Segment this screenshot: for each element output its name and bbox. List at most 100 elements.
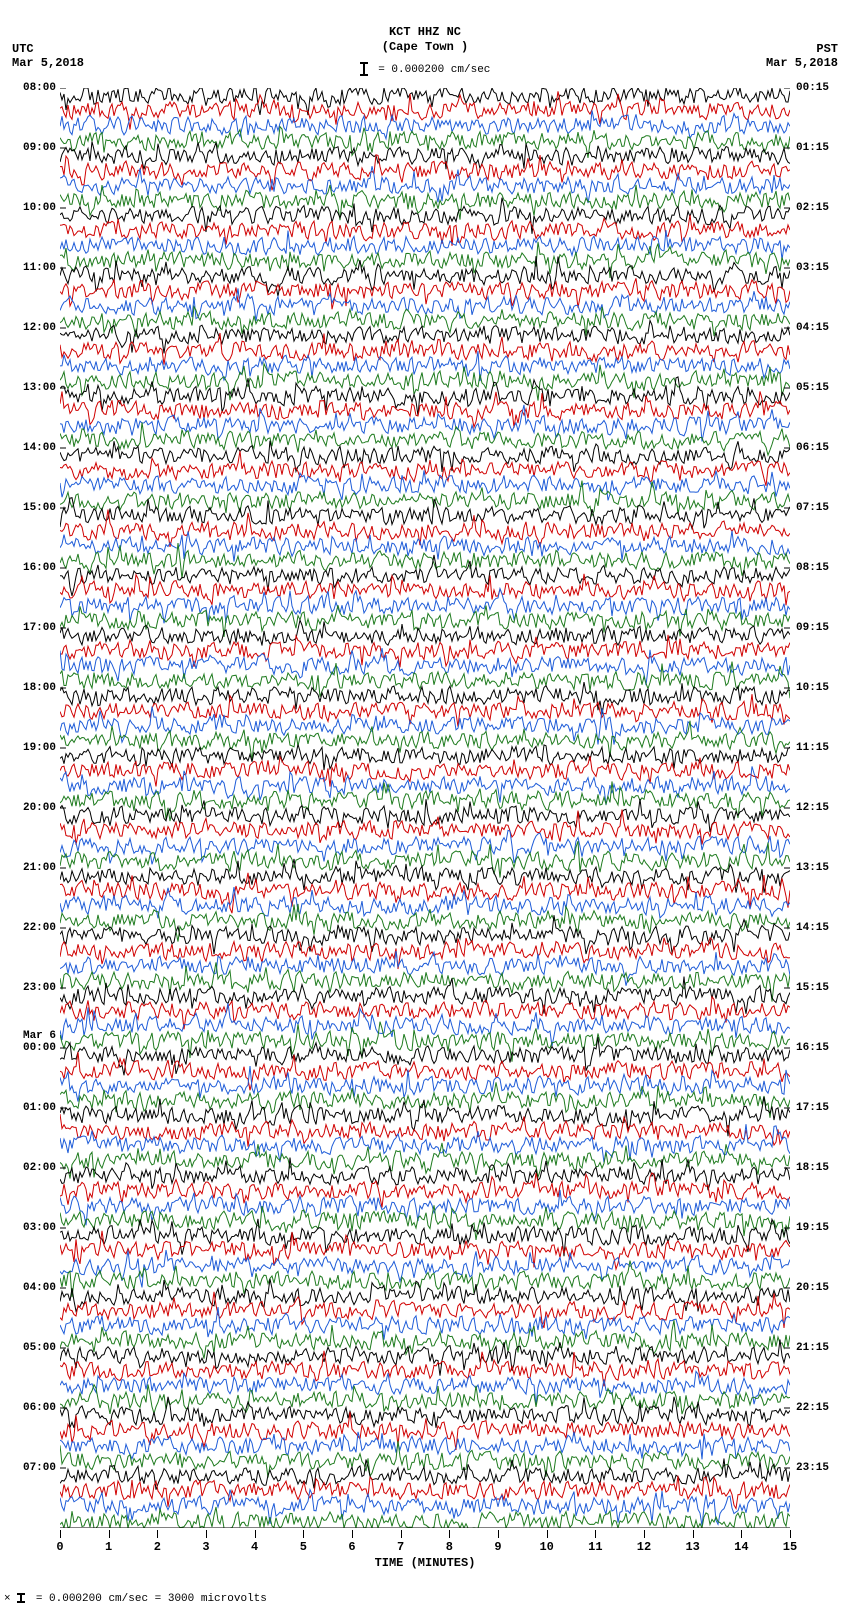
scale-bar-icon	[360, 62, 368, 76]
utc-hour-label: 14:00	[23, 442, 56, 454]
utc-hour-label: 05:00	[23, 1342, 56, 1354]
trace-line	[60, 682, 790, 715]
trace-line	[60, 977, 790, 1014]
x-tick	[60, 1530, 61, 1538]
tz-right-label: PST	[816, 42, 838, 56]
utc-hour-label: 04:00	[23, 1282, 56, 1294]
x-tick	[498, 1530, 499, 1538]
seismogram-svg	[60, 88, 790, 1528]
x-tick-label: 4	[251, 1540, 258, 1554]
seismogram-plot	[60, 88, 790, 1528]
pst-hour-label: 11:15	[796, 742, 829, 754]
trace-line	[60, 405, 790, 442]
trace-line	[60, 766, 790, 805]
trace-line	[60, 997, 790, 1030]
x-tick	[109, 1530, 110, 1538]
x-tick-label: 5	[300, 1540, 307, 1554]
footer-scale-note: × = 0.000200 cm/sec = 3000 microvolts	[4, 1593, 267, 1605]
pst-hour-label: 12:15	[796, 802, 829, 814]
x-tick	[547, 1530, 548, 1538]
utc-hour-label: 07:00	[23, 1462, 56, 1474]
trace-line	[60, 364, 790, 401]
x-tick-label: 8	[446, 1540, 453, 1554]
pst-hour-label: 23:15	[796, 1462, 829, 1474]
x-tick-label: 7	[397, 1540, 404, 1554]
trace-line	[60, 91, 790, 129]
pst-hour-label: 21:15	[796, 1342, 829, 1354]
x-tick	[693, 1530, 694, 1538]
x-tick	[206, 1530, 207, 1538]
trace-line	[60, 278, 790, 309]
pst-hour-label: 00:15	[796, 82, 829, 94]
pst-hour-label: 03:15	[796, 262, 829, 274]
x-axis-title: TIME (MINUTES)	[60, 1556, 790, 1570]
pst-hour-label: 09:15	[796, 622, 829, 634]
pst-hour-label: 16:15	[796, 1042, 829, 1054]
utc-hour-labels: 08:0009:0010:0011:0012:0013:0014:0015:00…	[0, 88, 58, 1528]
x-tick-label: 11	[588, 1540, 602, 1554]
x-tick-label: 2	[154, 1540, 161, 1554]
x-tick	[303, 1530, 304, 1538]
utc-hour-label: 23:00	[23, 982, 56, 994]
utc-hour-label: 13:00	[23, 382, 56, 394]
utc-hour-label: 08:00	[23, 82, 56, 94]
utc-hour-label: 02:00	[23, 1162, 56, 1174]
utc-hour-label: 10:00	[23, 202, 56, 214]
pst-hour-label: 10:15	[796, 682, 829, 694]
trace-line	[60, 307, 790, 337]
trace-line	[60, 88, 790, 115]
pst-hour-label: 19:15	[796, 1222, 829, 1234]
utc-hour-label: 20:00	[23, 802, 56, 814]
pst-hour-label: 02:15	[796, 202, 829, 214]
footer-scale-text: = 0.000200 cm/sec = 3000 microvolts	[36, 1593, 267, 1605]
pst-hour-label: 05:15	[796, 382, 829, 394]
x-tick-label: 12	[637, 1540, 651, 1554]
scale-indicator: = 0.000200 cm/sec	[0, 62, 850, 76]
trace-line	[60, 1231, 790, 1269]
x-tick-label: 13	[685, 1540, 699, 1554]
date-right-label: Mar 5,2018	[766, 56, 838, 70]
pst-hour-label: 04:15	[796, 322, 829, 334]
pst-hour-label: 22:15	[796, 1402, 829, 1414]
x-tick-label: 14	[734, 1540, 748, 1554]
utc-hour-label: 22:00	[23, 922, 56, 934]
x-tick	[352, 1530, 353, 1538]
utc-hour-label: 21:00	[23, 862, 56, 874]
utc-hour-label: 19:00	[23, 742, 56, 754]
footer-star-icon: ×	[4, 1593, 11, 1605]
trace-line	[60, 320, 790, 353]
x-tick-label: 1	[105, 1540, 112, 1554]
utc-hour-label: 11:00	[23, 262, 56, 274]
pst-hour-label: 14:15	[796, 922, 829, 934]
trace-line	[60, 333, 790, 365]
x-tick	[449, 1530, 450, 1538]
x-tick	[401, 1530, 402, 1538]
utc-hour-label: 15:00	[23, 502, 56, 514]
utc-hour-label: 03:00	[23, 1222, 56, 1234]
utc-hour-label: 00:00	[23, 1042, 56, 1054]
pst-hour-label: 20:15	[796, 1282, 829, 1294]
footer-scale-bar-icon	[17, 1593, 25, 1603]
x-tick-label: 6	[348, 1540, 355, 1554]
x-tick	[157, 1530, 158, 1538]
station-code: KCT HHZ NC	[0, 25, 850, 39]
utc-hour-label: 17:00	[23, 622, 56, 634]
station-name: (Cape Town )	[0, 40, 850, 54]
pst-hour-label: 13:15	[796, 862, 829, 874]
x-tick-label: 0	[56, 1540, 63, 1554]
utc-hour-label: 12:00	[23, 322, 56, 334]
trace-line	[60, 574, 790, 606]
pst-hour-labels: 00:1501:1502:1503:1504:1505:1506:1507:15…	[794, 88, 850, 1528]
tz-left-label: UTC	[12, 42, 34, 56]
trace-line	[60, 605, 790, 637]
scale-label: = 0.000200 cm/sec	[378, 64, 490, 76]
utc-hour-label: 18:00	[23, 682, 56, 694]
date-left-label: Mar 5,2018	[12, 56, 84, 70]
utc-hour-label: 06:00	[23, 1402, 56, 1414]
utc-hour-label: 09:00	[23, 142, 56, 154]
trace-line	[60, 1066, 790, 1101]
seismogram-page: KCT HHZ NC (Cape Town ) = 0.000200 cm/se…	[0, 0, 850, 1613]
x-tick-label: 10	[539, 1540, 553, 1554]
x-axis: TIME (MINUTES) 0123456789101112131415	[60, 1530, 790, 1570]
trace-line	[60, 1385, 790, 1415]
